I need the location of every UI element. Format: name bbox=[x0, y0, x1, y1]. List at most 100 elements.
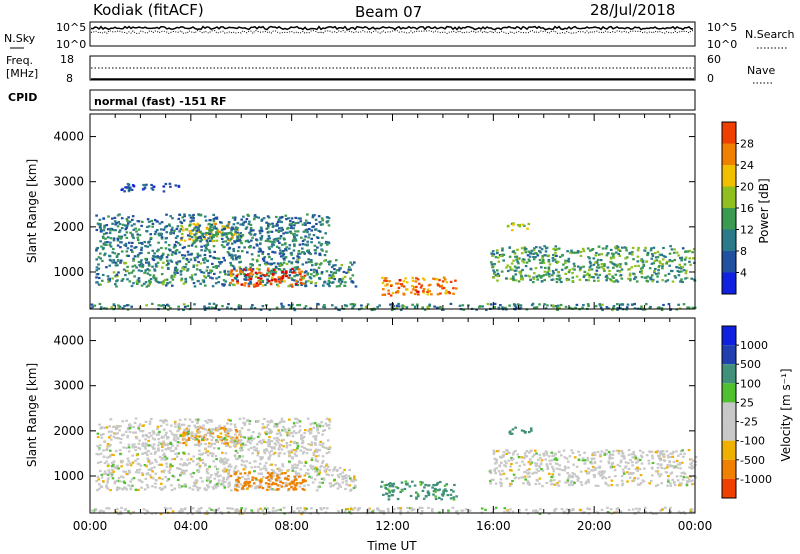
colorbar-tick-label: -1000 bbox=[740, 473, 772, 486]
heatmap-region bbox=[95, 417, 332, 465]
colorbar-tick-label: -25 bbox=[740, 416, 758, 429]
time-axis-label: Time UT bbox=[366, 539, 417, 553]
x-tick-label: 20:00 bbox=[577, 519, 612, 533]
heatmap-region bbox=[508, 426, 533, 435]
power-colorbar: 28 24 20 16 12 8 4 bbox=[721, 121, 754, 295]
y-tick-label: 1000 bbox=[53, 469, 84, 483]
x-tick-label: 16:00 bbox=[476, 519, 511, 533]
colorbar-tick-label: 16 bbox=[740, 202, 754, 215]
power-x-ticks bbox=[89, 114, 696, 309]
colorbar-tick-label: 24 bbox=[740, 159, 754, 172]
velocity-cbar-label: Velocity [m s⁻¹] bbox=[779, 368, 793, 461]
colorbar-segment bbox=[722, 229, 736, 251]
freq-label-1: Freq. bbox=[6, 54, 33, 67]
heatmap-region bbox=[490, 245, 697, 284]
colorbar-tick-label: 12 bbox=[740, 224, 754, 237]
y-tick-label: 3000 bbox=[53, 379, 84, 393]
colorbar-tick-label: 100 bbox=[740, 377, 761, 390]
colorbar-tick-label: 1000 bbox=[740, 339, 768, 352]
colorbar-segment bbox=[722, 440, 736, 460]
colorbar-segment bbox=[722, 364, 736, 384]
heatmap-region bbox=[95, 213, 331, 261]
y-tick-label: 1000 bbox=[53, 265, 84, 279]
velocity-y-ticks: 4000 3000 2000 1000 bbox=[53, 334, 695, 483]
x-tick-label: 12:00 bbox=[375, 519, 410, 533]
x-tick-label: 00:00 bbox=[73, 519, 108, 533]
beam-title: Beam 07 bbox=[355, 3, 422, 21]
colorbar-segment bbox=[722, 272, 736, 294]
heatmap-region bbox=[95, 258, 358, 288]
y-tick-label: 2000 bbox=[53, 220, 84, 234]
cpid-label: CPID bbox=[8, 91, 37, 104]
velocity-panel: 4000 3000 2000 1000 00:00 04:00 08:00 12:00 16:… bbox=[25, 317, 793, 553]
colorbar-segment bbox=[722, 143, 736, 165]
heatmap-region bbox=[380, 480, 458, 501]
colorbar-tick-label: 25 bbox=[740, 396, 754, 409]
power-y-ticks: 4000 3000 2000 1000 bbox=[53, 130, 695, 279]
freq-tick-top: 18 bbox=[60, 53, 74, 66]
date-title: 28/Jul/2018 bbox=[590, 1, 675, 19]
colorbar-segment bbox=[722, 459, 736, 479]
colorbar-tick-label: 4 bbox=[740, 267, 747, 280]
colorbar-segment bbox=[722, 326, 736, 346]
heatmap-region bbox=[229, 267, 307, 288]
power-heatmap bbox=[90, 182, 697, 312]
y-tick-label: 2000 bbox=[53, 424, 84, 438]
nave-label: Nave bbox=[747, 64, 775, 77]
heatmap-region bbox=[381, 276, 458, 297]
heatmap-region bbox=[488, 448, 698, 488]
nsearch-tick-top: 10^5 bbox=[707, 21, 737, 34]
nsky-trace bbox=[90, 25, 694, 35]
freq-panel: Freq. [MHz] 18 8 60 0 Nave bbox=[6, 53, 775, 85]
nave-tick-bottom: 0 bbox=[707, 72, 714, 85]
heatmap-region bbox=[90, 302, 697, 312]
cpid-value: normal (fast) -151 RF bbox=[94, 95, 227, 108]
colorbar-segment bbox=[722, 122, 736, 144]
nsky-panel: N.Sky 10^5 10^0 10^5 10^0 N.Search bbox=[4, 21, 795, 51]
power-cbar-label: Power [dB] bbox=[757, 178, 771, 243]
colorbar-segment bbox=[722, 345, 736, 365]
x-tick-label: 04:00 bbox=[174, 519, 209, 533]
heatmap-region bbox=[506, 222, 531, 232]
cpid-panel: CPID normal (fast) -151 RF bbox=[8, 89, 696, 111]
colorbar-tick-label: -500 bbox=[740, 454, 765, 467]
colorbar-segment bbox=[722, 421, 736, 441]
colorbar-segment bbox=[722, 383, 736, 403]
colorbar-segment bbox=[722, 186, 736, 208]
colorbar-segment bbox=[722, 402, 736, 422]
power-panel: 4000 3000 2000 1000 Slant Range [km] 28 24 20… bbox=[25, 113, 771, 312]
y-tick-label: 4000 bbox=[53, 334, 84, 348]
velocity-ylabel: Slant Range [km] bbox=[25, 363, 39, 467]
nsky-tick-bottom: 10^0 bbox=[56, 38, 86, 51]
freq-tick-bottom: 8 bbox=[66, 72, 73, 85]
colorbar-tick-label: 500 bbox=[740, 358, 761, 371]
x-tick-label: 08:00 bbox=[274, 519, 309, 533]
y-tick-label: 3000 bbox=[53, 175, 84, 189]
freq-label-2: [MHz] bbox=[6, 67, 38, 80]
colorbar-tick-label: 28 bbox=[740, 138, 754, 151]
nsearch-label: N.Search bbox=[745, 28, 795, 41]
x-tick-label: 00:00 bbox=[678, 519, 713, 533]
velocity-x-ticks: 00:00 04:00 08:00 12:00 16:00 20:00 00:00 bbox=[73, 318, 713, 533]
nsky-tick-top: 10^5 bbox=[56, 21, 86, 34]
colorbar-segment bbox=[722, 251, 736, 273]
heatmap-region bbox=[95, 462, 358, 492]
colorbar-tick-label: -100 bbox=[740, 435, 765, 448]
colorbar-tick-label: 8 bbox=[740, 245, 747, 258]
colorbar-segment bbox=[722, 165, 736, 187]
nave-tick-top: 60 bbox=[707, 53, 721, 66]
nsearch-tick-bottom: 10^0 bbox=[707, 38, 737, 51]
velocity-heatmap bbox=[91, 417, 698, 516]
power-ylabel: Slant Range [km] bbox=[25, 159, 39, 263]
colorbar-segment bbox=[722, 208, 736, 230]
colorbar-tick-label: 20 bbox=[740, 181, 754, 194]
velocity-colorbar: 1000 500 100 25 -25 -100 -500 -1000 bbox=[721, 325, 772, 499]
heatmap-region bbox=[120, 182, 181, 193]
station-title: Kodiak (fitACF) bbox=[93, 1, 204, 19]
nsky-label: N.Sky bbox=[4, 32, 36, 45]
heatmap-region bbox=[91, 506, 695, 516]
heatmap-region bbox=[229, 471, 307, 492]
y-tick-label: 4000 bbox=[53, 130, 84, 144]
colorbar-segment bbox=[722, 478, 736, 498]
